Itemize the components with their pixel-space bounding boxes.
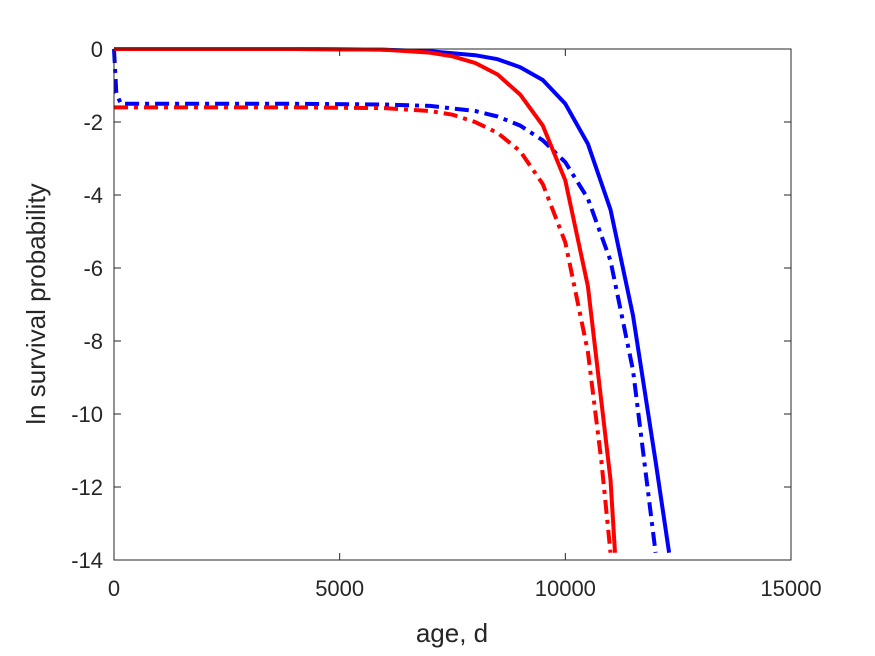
plot-background bbox=[114, 49, 791, 560]
series-line-2 bbox=[112, 48, 658, 553]
y-axis-title: ln survival probability bbox=[21, 183, 51, 424]
tick-marks bbox=[113, 48, 792, 561]
x-tick-label: 0 bbox=[108, 576, 120, 601]
x-tick-label: 5000 bbox=[315, 576, 364, 601]
y-tick-label: -12 bbox=[71, 475, 103, 500]
y-tick-label: -6 bbox=[83, 256, 103, 281]
plot-frame bbox=[113, 48, 792, 561]
x-axis-title: age, d bbox=[416, 618, 488, 648]
series-line-4 bbox=[114, 105, 613, 553]
x-tick-labels: 0 5000 10000 15000 bbox=[108, 576, 822, 601]
y-tick-label: -4 bbox=[83, 183, 103, 208]
y-tick-label: -10 bbox=[71, 402, 103, 427]
x-tick-label: 15000 bbox=[760, 576, 821, 601]
y-tick-labels: 0 -2 -4 -6 -8 -10 -12 -14 bbox=[71, 37, 103, 573]
y-tick-label: -14 bbox=[71, 548, 103, 573]
y-tick-label: -8 bbox=[83, 329, 103, 354]
y-tick-label: -2 bbox=[83, 110, 103, 135]
x-tick-label: 10000 bbox=[535, 576, 596, 601]
y-tick-label: 0 bbox=[91, 37, 103, 62]
